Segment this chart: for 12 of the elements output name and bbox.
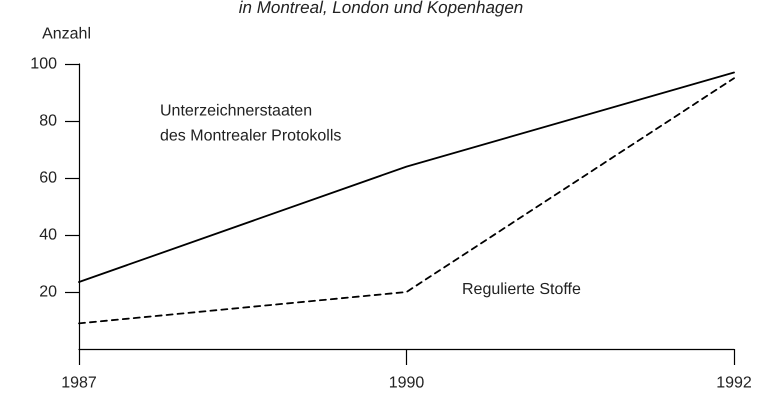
y-tick-label: 100	[30, 56, 58, 72]
y-tick-label: 20	[39, 284, 58, 300]
chart-title: in Montreal, London und Kopenhagen	[238, 0, 524, 17]
x-tick-label: 1992	[716, 374, 752, 392]
y-axis-title: Anzahl	[42, 26, 91, 42]
text: Unterzeichnerstaaten des Montrealer Protokolls	[160, 102, 342, 145]
x-tick-label: 1990	[388, 374, 424, 392]
x-tick-label: 1987	[61, 374, 97, 392]
y-tick-label: 40	[39, 226, 58, 244]
series-label: Regulierte Stoffe	[462, 281, 581, 298]
y-tick-label: 80	[39, 112, 58, 130]
y-tick-label: 60	[39, 170, 58, 186]
